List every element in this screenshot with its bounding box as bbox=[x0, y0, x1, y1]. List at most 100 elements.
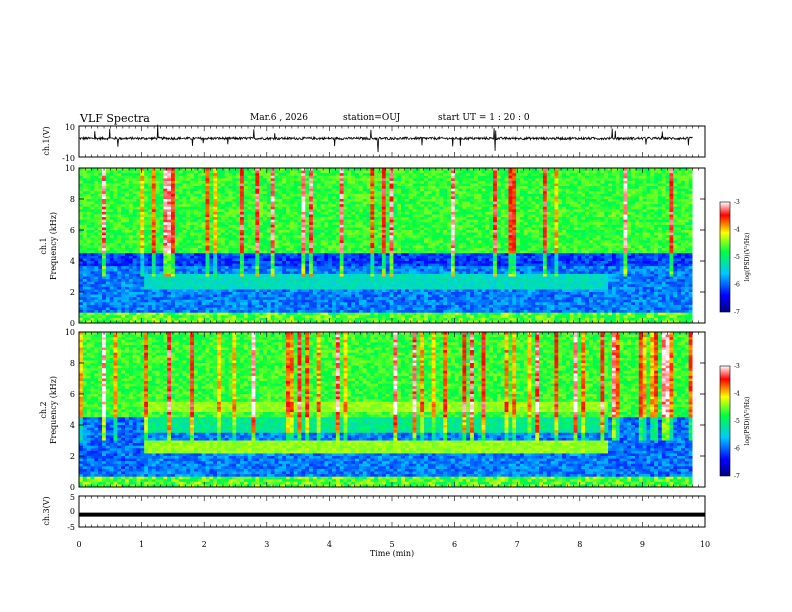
spectrogram-cell bbox=[117, 211, 122, 215]
spectrogram-cell bbox=[220, 180, 225, 184]
spectrogram-cell bbox=[102, 271, 107, 275]
spectrogram-cell bbox=[378, 307, 383, 311]
spectrogram-cell bbox=[178, 224, 183, 228]
spectrogram-cell bbox=[82, 297, 87, 301]
spectrogram-cell bbox=[178, 312, 183, 316]
spectrogram-cell bbox=[240, 253, 245, 257]
spectrogram-cell bbox=[190, 217, 195, 220]
spectrogram-cell bbox=[94, 276, 99, 280]
spectrogram-cell bbox=[289, 297, 295, 301]
spectrogram-cell bbox=[82, 180, 87, 184]
spectrogram-cell bbox=[232, 273, 237, 277]
spectrogram-cell bbox=[247, 235, 252, 239]
spectrogram-cell bbox=[374, 250, 379, 254]
spectrogram-cell bbox=[132, 304, 137, 308]
spectrogram-cell bbox=[355, 261, 360, 264]
spectrogram-cell bbox=[174, 178, 179, 182]
spectrogram-cell bbox=[144, 310, 149, 313]
spectrogram-cell bbox=[136, 266, 141, 270]
spectrogram-cell bbox=[370, 183, 375, 187]
spectrogram-cell bbox=[316, 188, 321, 192]
spectrogram-cell bbox=[102, 199, 107, 202]
ch1-ytick-top: 10 bbox=[65, 123, 75, 132]
spectrogram-cell bbox=[163, 173, 168, 177]
spectrogram-cell bbox=[320, 199, 325, 202]
spectrogram-cell bbox=[163, 315, 168, 319]
spectrogram-cell bbox=[121, 199, 126, 202]
spectrogram-cell bbox=[339, 268, 344, 272]
spectrogram-cell bbox=[381, 286, 387, 290]
spectrogram-cell bbox=[209, 199, 214, 202]
spectrogram-cell bbox=[247, 230, 252, 233]
spectrogram-cell bbox=[205, 286, 210, 290]
spectrogram-cell bbox=[381, 199, 387, 202]
spectrogram-cell bbox=[178, 214, 183, 218]
spectrogram-cell bbox=[247, 227, 252, 231]
spectrogram-cell bbox=[374, 222, 379, 226]
spectrogram-cell bbox=[328, 219, 333, 223]
spectrogram-cell bbox=[117, 235, 122, 239]
spectrogram-cell bbox=[82, 302, 87, 306]
spectrogram-cell bbox=[132, 263, 137, 267]
spectrogram-cell bbox=[151, 273, 156, 277]
spectrogram-cell bbox=[385, 299, 390, 303]
spectrogram-cell bbox=[144, 180, 149, 184]
spectrogram-cell bbox=[128, 232, 133, 236]
spectrogram-cell bbox=[86, 209, 91, 213]
spectrogram-cell bbox=[90, 304, 95, 308]
spectrogram-cell bbox=[282, 317, 287, 321]
spectrogram-cell bbox=[86, 286, 91, 290]
spectrogram-cell bbox=[259, 279, 264, 282]
spectrogram-cell bbox=[117, 315, 122, 319]
spectrogram-cell bbox=[217, 261, 222, 264]
spectrogram-cell bbox=[90, 271, 95, 275]
spectrogram-cell bbox=[128, 248, 133, 251]
spectrogram-cell bbox=[266, 286, 272, 290]
spectrogram-cell bbox=[82, 211, 87, 215]
spectrogram-cell bbox=[393, 261, 398, 264]
spectrogram-cell bbox=[109, 217, 114, 220]
spectrogram-cell bbox=[228, 299, 233, 303]
spectrogram-cell bbox=[213, 211, 218, 215]
spectrogram-cell bbox=[117, 289, 122, 293]
spectrogram-cell bbox=[347, 284, 352, 288]
spectrogram-cell bbox=[94, 227, 99, 231]
spectrogram-cell bbox=[178, 168, 183, 171]
spectrogram-cell bbox=[159, 168, 164, 171]
spectrogram-cell bbox=[155, 193, 160, 197]
spectrogram-cell bbox=[167, 310, 172, 313]
spectrogram-cell bbox=[324, 240, 329, 244]
spectrogram-cell bbox=[174, 237, 179, 241]
spectrogram-cell bbox=[328, 175, 333, 179]
spectrogram-cell bbox=[144, 281, 149, 285]
spectrogram-cell bbox=[144, 219, 149, 223]
spectrogram-cell bbox=[228, 304, 233, 308]
spectrogram-cell bbox=[351, 284, 356, 288]
spectrogram-cell bbox=[220, 307, 225, 311]
spectrogram-cell bbox=[305, 255, 310, 259]
spectrogram-cell bbox=[197, 263, 202, 267]
spectrogram-cell bbox=[209, 281, 214, 285]
spectrogram-cell bbox=[293, 217, 298, 220]
spectrogram-cell bbox=[98, 266, 103, 270]
spectrogram-cell bbox=[82, 227, 87, 231]
spectrogram-cell bbox=[163, 297, 168, 301]
ch1-spectrogram-image bbox=[79, 168, 705, 324]
spectrogram-cell bbox=[144, 211, 149, 215]
spectrogram-cell bbox=[286, 224, 291, 228]
spectrogram-cell bbox=[186, 222, 191, 226]
spectrogram-cell bbox=[343, 284, 348, 288]
spectrogram-cell bbox=[197, 201, 202, 205]
spectrogram-cell bbox=[105, 310, 110, 313]
spectrogram-cell bbox=[232, 294, 237, 298]
spectrogram-cell bbox=[251, 292, 256, 295]
spectrogram-cell bbox=[316, 201, 321, 205]
spectrogram-cell bbox=[251, 232, 256, 236]
spectrogram-cell bbox=[209, 242, 214, 246]
spectrogram-cell bbox=[228, 317, 233, 321]
spectrogram-cell bbox=[255, 281, 260, 285]
spectrogram-cell bbox=[247, 173, 252, 177]
spectrogram-cell bbox=[378, 186, 383, 189]
spectrogram-cell bbox=[312, 175, 318, 179]
spectrogram-cell bbox=[293, 183, 298, 187]
